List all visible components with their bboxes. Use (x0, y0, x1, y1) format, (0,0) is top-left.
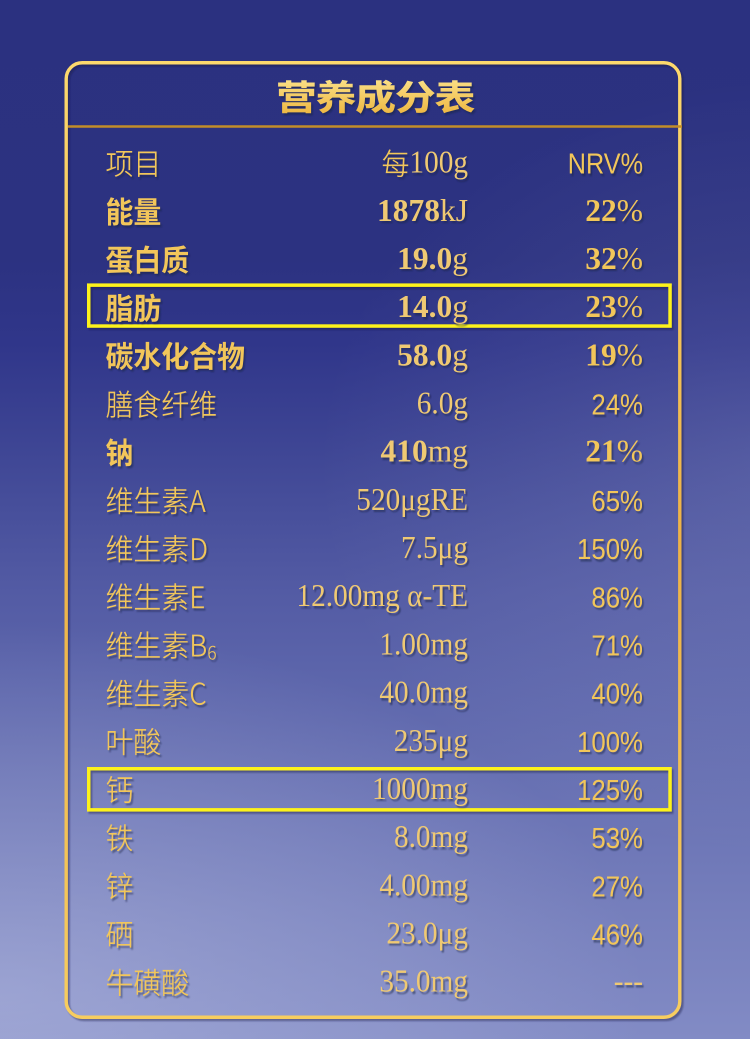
svg-text:125%: 125% (579, 776, 645, 809)
svg-text:23.0μg: 23.0μg (388, 918, 470, 953)
svg-text:58.0g: 58.0g (399, 340, 470, 375)
svg-text:4.00mg: 4.00mg (379, 867, 468, 902)
svg-text:100g: 100g (411, 147, 470, 182)
svg-text:27%: 27% (591, 870, 643, 903)
svg-text:22%: 22% (585, 193, 643, 228)
svg-text:12.00mg α-TE: 12.00mg α-TE (298, 580, 470, 615)
svg-text:32%: 32% (587, 243, 645, 278)
svg-text:71%: 71% (593, 631, 645, 664)
svg-text:4.00mg: 4.00mg (381, 870, 470, 905)
svg-text:86%: 86% (593, 583, 645, 616)
svg-text:58.0g: 58.0g (397, 337, 468, 372)
svg-text:21%: 21% (587, 436, 645, 471)
svg-text:---: --- (614, 964, 643, 999)
svg-text:46%: 46% (593, 920, 645, 953)
svg-text:24%: 24% (591, 388, 643, 421)
svg-text:23%: 23% (587, 291, 645, 326)
svg-text:21%: 21% (585, 434, 643, 469)
svg-text:23%: 23% (585, 289, 643, 324)
svg-text:14.0g: 14.0g (397, 289, 468, 324)
svg-text:520μgRE: 520μgRE (356, 482, 468, 517)
svg-text:100g: 100g (409, 145, 468, 180)
svg-text:40%: 40% (591, 677, 643, 710)
svg-text:14.0g: 14.0g (399, 291, 470, 326)
svg-text:22%: 22% (587, 195, 645, 230)
svg-text:23.0μg: 23.0μg (386, 916, 468, 951)
svg-text:235μg: 235μg (394, 723, 468, 758)
svg-text:235μg: 235μg (395, 725, 469, 760)
svg-text:6.0g: 6.0g (417, 386, 468, 421)
svg-text:150%: 150% (577, 533, 643, 566)
svg-text:65%: 65% (593, 487, 645, 520)
svg-text:35.0mg: 35.0mg (381, 966, 470, 1001)
svg-text:40.0mg: 40.0mg (379, 675, 468, 710)
svg-text:27%: 27% (593, 872, 645, 905)
svg-text:53%: 53% (591, 822, 643, 855)
svg-text:410mg: 410mg (382, 436, 470, 471)
svg-text:100%: 100% (579, 728, 645, 761)
svg-text:65%: 65% (591, 485, 643, 518)
svg-text:1878kJ: 1878kJ (379, 195, 470, 230)
svg-text:7.5μg: 7.5μg (403, 532, 470, 567)
svg-text:40%: 40% (593, 679, 645, 712)
svg-text:1000mg: 1000mg (374, 773, 470, 808)
svg-text:100%: 100% (577, 725, 643, 758)
svg-text:125%: 125% (577, 774, 643, 807)
svg-text:86%: 86% (591, 581, 643, 614)
svg-text:35.0mg: 35.0mg (379, 964, 468, 999)
svg-text:---: --- (615, 966, 644, 1001)
svg-text:410mg: 410mg (380, 434, 468, 469)
svg-text:19.0g: 19.0g (397, 241, 468, 276)
svg-text:NRV%: NRV% (569, 149, 644, 182)
svg-text:19.0g: 19.0g (399, 243, 470, 278)
svg-text:1.00mg: 1.00mg (381, 629, 470, 664)
svg-text:8.0mg: 8.0mg (394, 819, 468, 854)
svg-text:1000mg: 1000mg (372, 771, 468, 806)
svg-text:32%: 32% (585, 241, 643, 276)
svg-text:12.00mg α-TE: 12.00mg α-TE (296, 578, 468, 613)
svg-text:19%: 19% (587, 340, 645, 375)
svg-text:40.0mg: 40.0mg (381, 677, 470, 712)
svg-text:1.00mg: 1.00mg (379, 626, 468, 661)
svg-text:19%: 19% (585, 337, 643, 372)
svg-text:6.0g: 6.0g (418, 388, 469, 423)
svg-text:8.0mg: 8.0mg (396, 821, 470, 856)
svg-text:24%: 24% (593, 390, 645, 423)
svg-text:71%: 71% (591, 629, 643, 662)
svg-text:150%: 150% (579, 535, 645, 568)
svg-text:NRV%: NRV% (568, 147, 643, 180)
svg-text:520μgRE: 520μgRE (358, 484, 470, 519)
svg-text:46%: 46% (591, 918, 643, 951)
svg-text:7.5μg: 7.5μg (401, 530, 468, 565)
svg-text:53%: 53% (593, 824, 645, 857)
svg-text:1878kJ: 1878kJ (377, 193, 468, 228)
